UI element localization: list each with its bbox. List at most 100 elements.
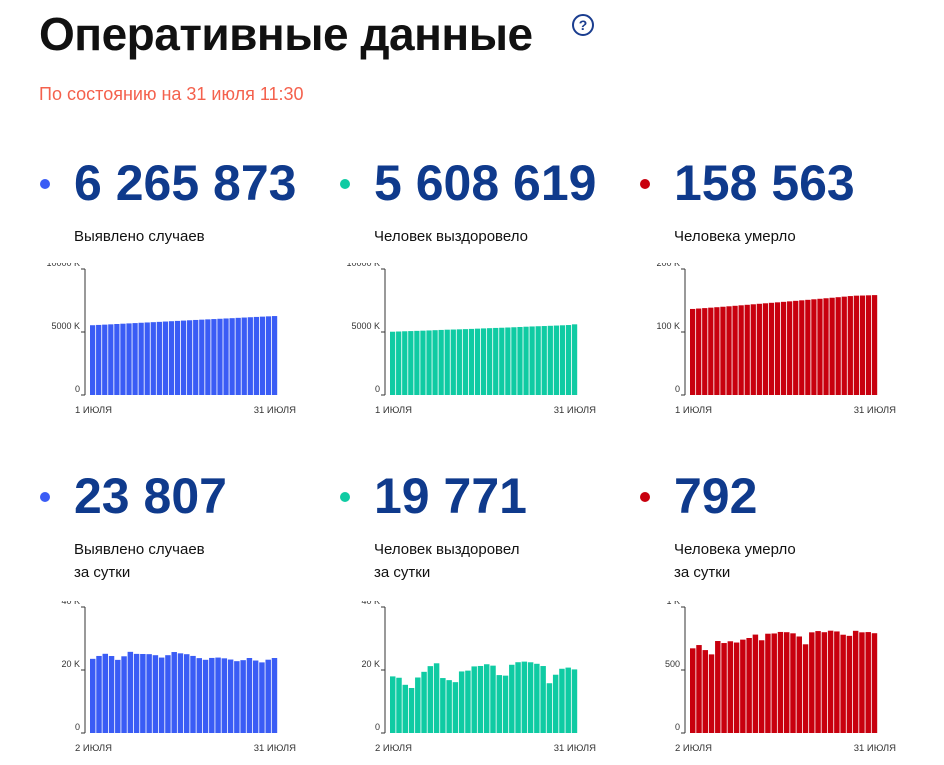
chart-bar[interactable]: [750, 304, 756, 395]
chart-bar[interactable]: [138, 322, 144, 395]
chart-bar[interactable]: [120, 323, 126, 395]
chart-bar[interactable]: [420, 330, 426, 395]
chart-bar[interactable]: [150, 322, 156, 395]
chart-bar[interactable]: [515, 662, 521, 733]
chart-bar[interactable]: [450, 329, 456, 395]
chart-bar[interactable]: [184, 654, 190, 733]
chart-bar[interactable]: [490, 665, 496, 733]
chart-bar[interactable]: [821, 632, 828, 733]
chart-bar[interactable]: [480, 328, 487, 395]
chart-bar[interactable]: [471, 666, 477, 733]
chart-bar[interactable]: [253, 316, 259, 395]
chart-bar[interactable]: [227, 659, 234, 733]
chart-bar[interactable]: [246, 658, 253, 733]
chart-bar[interactable]: [771, 633, 777, 733]
chart-bar[interactable]: [196, 658, 202, 733]
chart-bar[interactable]: [815, 631, 821, 733]
chart-bar[interactable]: [790, 633, 796, 733]
question-circle-icon[interactable]: ?: [572, 14, 594, 36]
chart-bar[interactable]: [427, 666, 434, 733]
chart-bar[interactable]: [408, 331, 414, 395]
chart-bar[interactable]: [787, 301, 793, 395]
chart-bar[interactable]: [484, 664, 490, 733]
chart-bar[interactable]: [780, 301, 787, 395]
chart-bar[interactable]: [102, 324, 108, 395]
chart-bar[interactable]: [523, 326, 529, 395]
chart-bar[interactable]: [162, 321, 169, 395]
chart-bar[interactable]: [121, 656, 127, 733]
chart-bar[interactable]: [193, 319, 199, 395]
chart-bar[interactable]: [252, 660, 259, 733]
chart-bar[interactable]: [535, 326, 541, 395]
chart-bar[interactable]: [859, 295, 866, 395]
chart-bar[interactable]: [859, 632, 865, 733]
chart-bar[interactable]: [871, 633, 878, 733]
chart-bar[interactable]: [811, 299, 817, 395]
chart-bar[interactable]: [511, 327, 517, 395]
chart-bar[interactable]: [259, 316, 266, 395]
chart-bar[interactable]: [817, 298, 823, 395]
chart-bar[interactable]: [865, 632, 871, 733]
chart-bar[interactable]: [202, 659, 209, 733]
chart-bar[interactable]: [235, 317, 241, 395]
chart-bar[interactable]: [793, 300, 799, 395]
chart-bar[interactable]: [90, 658, 96, 733]
chart-bar[interactable]: [199, 319, 205, 395]
chart-bar[interactable]: [702, 308, 708, 395]
chart-bar[interactable]: [827, 630, 834, 733]
chart-bar[interactable]: [190, 655, 196, 733]
chart-bar[interactable]: [744, 304, 750, 395]
chart-bar[interactable]: [168, 321, 175, 395]
chart-bar[interactable]: [809, 632, 815, 733]
chart-bar[interactable]: [690, 308, 696, 395]
chart-bar[interactable]: [565, 667, 571, 733]
chart-bar[interactable]: [499, 327, 505, 395]
chart-bar[interactable]: [223, 318, 229, 395]
chart-bar[interactable]: [452, 682, 459, 733]
chart-bar[interactable]: [140, 653, 146, 733]
chart-bar[interactable]: [96, 324, 102, 395]
chart-bar[interactable]: [762, 303, 769, 395]
chart-bar[interactable]: [534, 663, 540, 733]
chart-bar[interactable]: [146, 654, 152, 733]
chart-bar[interactable]: [402, 331, 408, 395]
chart-bar[interactable]: [396, 677, 402, 733]
chart-bar[interactable]: [265, 316, 272, 395]
chart-bar[interactable]: [714, 307, 720, 395]
chart-bar[interactable]: [841, 296, 847, 395]
chart-bar[interactable]: [433, 663, 440, 733]
chart-bar[interactable]: [474, 328, 481, 395]
chart-bar[interactable]: [852, 630, 859, 733]
chart-bar[interactable]: [696, 308, 702, 395]
chart-bar[interactable]: [115, 659, 121, 733]
chart-bar[interactable]: [108, 324, 114, 395]
chart-bar[interactable]: [152, 655, 159, 733]
chart-bar[interactable]: [414, 330, 420, 395]
chart-bar[interactable]: [571, 669, 578, 733]
chart-bar[interactable]: [509, 664, 515, 733]
chart-bar[interactable]: [108, 656, 115, 733]
chart-bar[interactable]: [721, 643, 727, 733]
chart-bar[interactable]: [768, 302, 775, 395]
chart-bar[interactable]: [765, 633, 771, 733]
chart-bar[interactable]: [487, 328, 493, 395]
chart-bar[interactable]: [702, 650, 708, 733]
chart-bar[interactable]: [846, 635, 853, 733]
chart-bar[interactable]: [144, 322, 150, 395]
chart-bar[interactable]: [752, 634, 759, 733]
chart-bar[interactable]: [444, 329, 450, 395]
chart-bar[interactable]: [187, 320, 193, 395]
chart-bar[interactable]: [823, 298, 829, 395]
chart-bar[interactable]: [426, 330, 432, 395]
chart-bar[interactable]: [805, 299, 811, 395]
chart-bar[interactable]: [462, 329, 469, 395]
chart-bar[interactable]: [708, 307, 714, 395]
chart-bar[interactable]: [865, 295, 872, 395]
chart-bar[interactable]: [829, 297, 835, 395]
chart-bar[interactable]: [720, 306, 726, 395]
chart-bar[interactable]: [215, 657, 221, 733]
chart-bar[interactable]: [517, 326, 523, 395]
chart-bar[interactable]: [241, 317, 247, 395]
chart-bar[interactable]: [571, 324, 578, 395]
chart-bar[interactable]: [502, 675, 509, 733]
